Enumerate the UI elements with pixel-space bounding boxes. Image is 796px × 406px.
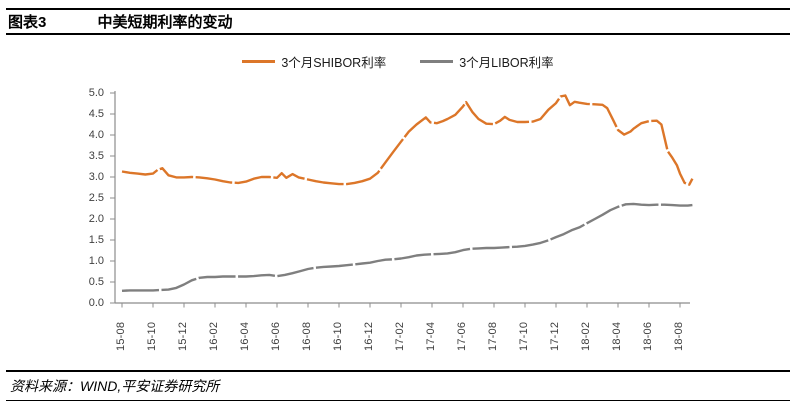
figure-header: 图表3 中美短期利率的变动 <box>8 11 788 31</box>
x-tick-label: 15-12 <box>177 321 189 351</box>
y-tick-label: 1.5 <box>88 234 104 246</box>
top-rule <box>6 8 790 10</box>
figure-number: 图表3 <box>8 14 47 31</box>
footer-divider-rule <box>6 370 790 372</box>
x-tick-label: 15-08 <box>115 321 127 351</box>
bottom-rule <box>6 400 790 401</box>
figure-title: 中美短期利率的变动 <box>97 14 233 31</box>
x-tick-label: 15-10 <box>146 321 158 351</box>
y-tick-label: 0.0 <box>88 297 104 309</box>
y-tick-label: 2.5 <box>88 192 104 204</box>
header-divider-rule <box>6 33 790 35</box>
y-tick-label: 3.0 <box>88 171 104 183</box>
x-tick-label: 17-08 <box>487 321 499 351</box>
x-tick-label: 16-10 <box>332 321 344 351</box>
x-tick-label: 16-12 <box>363 321 375 351</box>
y-tick-label: 3.5 <box>88 150 104 162</box>
legend-label-libor: 3个月LIBOR利率 <box>459 55 554 70</box>
x-tick-label: 16-06 <box>270 321 282 351</box>
libor-line-swatch <box>420 59 454 63</box>
series-line-shibor <box>121 94 694 186</box>
x-tick-label: 18-06 <box>642 321 654 351</box>
source-note: 资料来源：WIND,平安证券研究所 <box>10 378 220 394</box>
y-tick-label: 1.0 <box>88 255 104 267</box>
x-tick-label: 18-04 <box>611 321 623 351</box>
legend-label-shibor: 3个月SHIBOR利率 <box>281 55 387 70</box>
x-tick-label: 18-02 <box>580 321 592 351</box>
x-tick-label: 17-12 <box>549 321 561 351</box>
x-tick-label: 16-04 <box>239 321 251 351</box>
line-chart: 0.0 0.5 1.0 1.5 2.0 2.5 3.0 3.5 4.0 4.5 5.0 15-08 1… <box>88 87 694 351</box>
x-tick-label: 17-02 <box>394 321 406 351</box>
chart-legend: 3个月SHIBOR利率 3个月LIBOR利率 <box>0 52 796 70</box>
y-tick-label: 5.0 <box>88 87 104 99</box>
x-tick-label: 17-10 <box>518 321 530 351</box>
x-tick-label: 17-06 <box>456 321 468 351</box>
x-tick-label: 18-08 <box>673 321 685 351</box>
series-line-libor <box>121 202 693 292</box>
plot-area <box>110 91 694 308</box>
y-tick-label: 4.5 <box>88 108 104 120</box>
y-tick-label: 2.0 <box>88 213 104 225</box>
x-tick-label: 16-08 <box>301 321 313 351</box>
shibor-line-swatch <box>242 59 276 63</box>
y-tick-label: 4.0 <box>88 129 104 141</box>
y-tick-label: 0.5 <box>88 276 104 288</box>
x-tick-label: 17-04 <box>425 321 437 351</box>
legend-item-libor: 3个月LIBOR利率 <box>420 52 554 71</box>
legend-item-shibor: 3个月SHIBOR利率 <box>242 52 386 71</box>
x-tick-label: 16-02 <box>208 321 220 351</box>
